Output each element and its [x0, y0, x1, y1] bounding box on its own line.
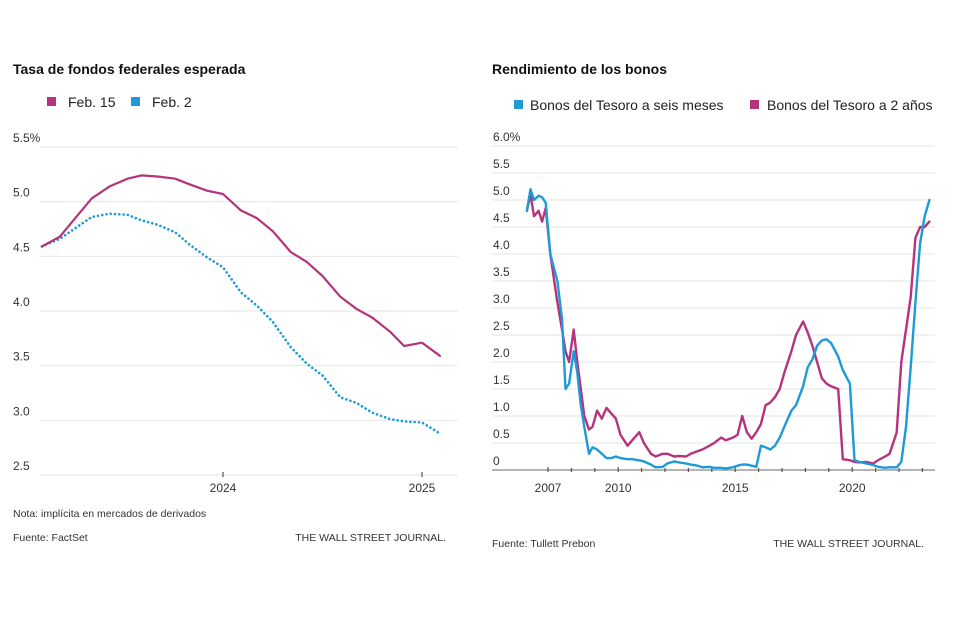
legend-swatch-2y [750, 100, 759, 109]
x-tick-label: 2024 [210, 481, 237, 495]
series-lines [525, 187, 931, 470]
chart-title: Tasa de fondos federales esperada [13, 61, 246, 77]
chart-left: Tasa de fondos federales esperada Feb. 1… [13, 61, 458, 544]
y-tick-label: 4.0 [493, 238, 510, 252]
y-tick-label: 2.5 [493, 319, 510, 333]
y-axis-ticks: 5.5% 5.0 4.5 4.0 3.5 3.0 2.5 [13, 131, 41, 473]
y-tick-label: 4.5 [493, 211, 510, 225]
y-tick-label: 3.5 [13, 350, 30, 364]
chart-title: Rendimiento de los bonos [492, 61, 667, 77]
x-tick-label: 2020 [839, 481, 866, 495]
legend-label-2y: Bonos del Tesoro a 2 años [767, 97, 933, 113]
chart-credit: THE WALL STREET JOURNAL. [773, 538, 924, 550]
x-tick-label: 2010 [605, 481, 632, 495]
legend-label-6m: Bonos del Tesoro a seis meses [530, 97, 724, 113]
chart-source: Fuente: Tullett Prebon [492, 538, 595, 550]
y-tick-label: 5.0 [493, 184, 510, 198]
x-tick-label: 2007 [535, 481, 562, 495]
y-tick-label: 3.0 [493, 292, 510, 306]
legend-label-feb15: Feb. 15 [68, 94, 116, 110]
x-tick-label: 2015 [722, 481, 749, 495]
x-axis-ticks: 2007 2010 2015 2020 [535, 467, 924, 495]
chart-credit: THE WALL STREET JOURNAL. [295, 532, 446, 544]
y-tick-label: 2.0 [493, 346, 510, 360]
chart-source: Fuente: FactSet [13, 532, 88, 544]
chart-note: Nota: implícita en mercados de derivados [13, 508, 206, 520]
series-lines [40, 174, 442, 435]
y-tick-label: 5.5% [13, 131, 41, 145]
legend-label-feb2: Feb. 2 [152, 94, 192, 110]
y-tick-label: 1.0 [493, 400, 510, 414]
y-tick-label: 4.5 [13, 240, 30, 254]
y-tick-label: 3.5 [493, 265, 510, 279]
chart-right: Rendimiento de los bonos Bonos del Tesor… [492, 61, 935, 550]
series-line-feb-2 [40, 212, 442, 435]
y-tick-label: 1.5 [493, 373, 510, 387]
legend-swatch-6m [514, 100, 523, 109]
series-line-feb-15 [40, 174, 441, 357]
series-line-bonos-del-tesoro-a-seis-meses [525, 187, 931, 470]
legend-swatch-feb2 [131, 97, 140, 106]
y-tick-label: 0.5 [493, 427, 510, 441]
x-axis-ticks: 2024 2025 [210, 472, 436, 495]
y-tick-label: 5.0 [13, 186, 30, 200]
x-tick-label: 2025 [409, 481, 436, 495]
y-tick-label: 0 [493, 454, 500, 468]
legend-swatch-feb15 [47, 97, 56, 106]
grid [40, 146, 458, 476]
y-axis-ticks: 6.0% 5.5 5.0 4.5 4.0 3.5 3.0 2.5 2.0 1.5 1.0 0.5 0 [493, 130, 521, 468]
y-tick-label: 4.0 [13, 295, 30, 309]
y-tick-label: 6.0% [493, 130, 521, 144]
y-tick-label: 2.5 [13, 459, 30, 473]
y-tick-label: 5.5 [493, 157, 510, 171]
y-tick-label: 3.0 [13, 404, 30, 418]
series-line-bonos-del-tesoro-a-2-a-os [525, 193, 931, 465]
